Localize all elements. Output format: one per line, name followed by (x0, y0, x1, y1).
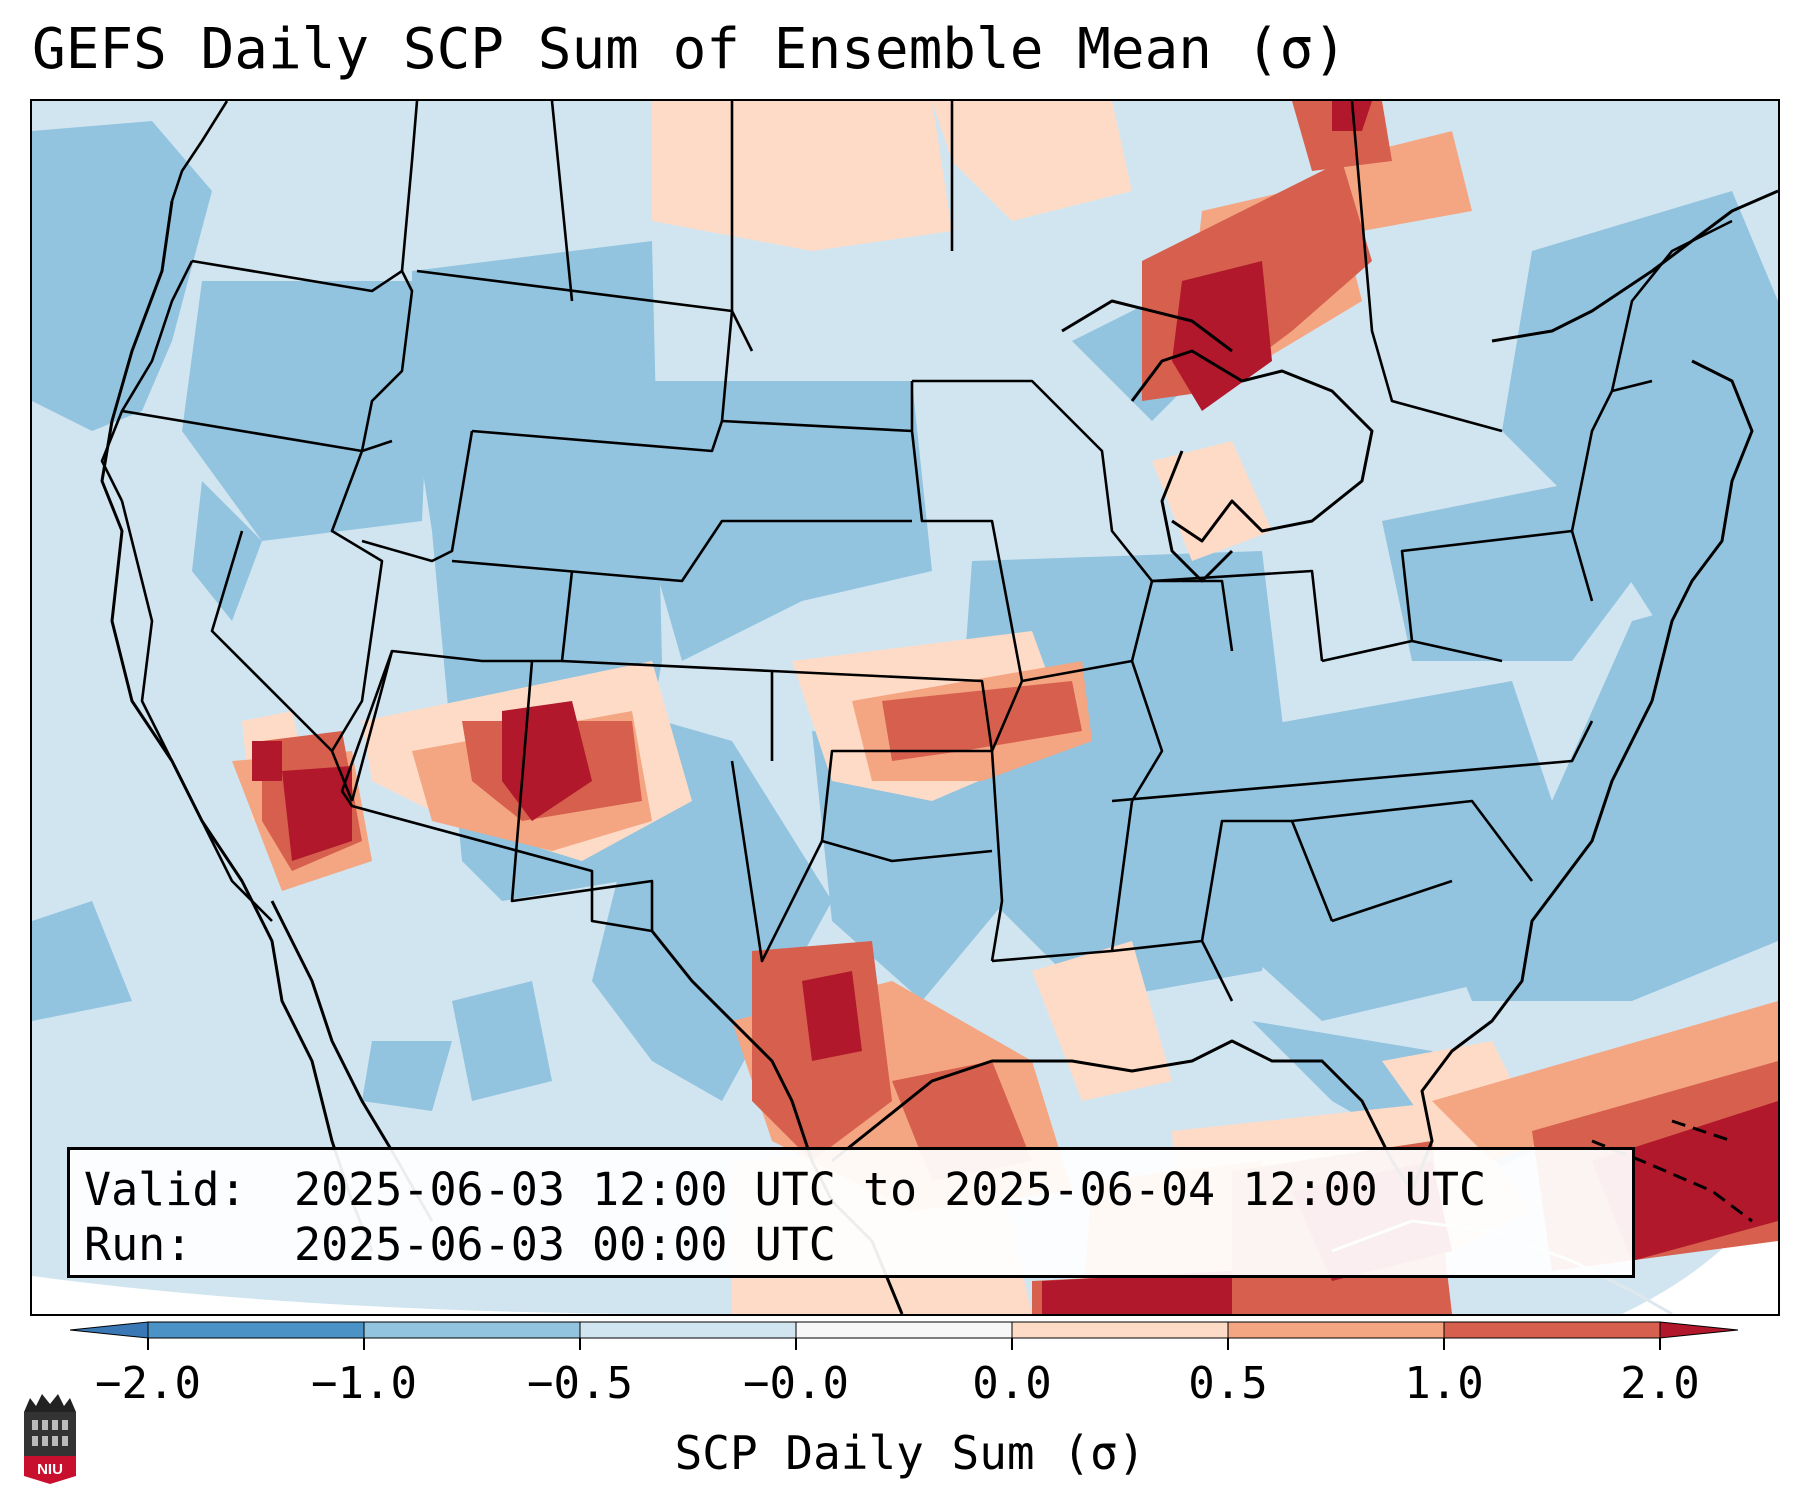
chart-title: GEFS Daily SCP Sum of Ensemble Mean (σ) (32, 17, 1347, 82)
tick-label: −0.0 (743, 1358, 849, 1409)
run-value: 2025-06-03 00:00 UTC (294, 1218, 836, 1271)
colorbar-bin (579, 1321, 797, 1339)
niu-logo: NIU (24, 1394, 76, 1484)
run-label: Run: (84, 1218, 193, 1271)
colorbar-label: SCP Daily Sum (σ) (674, 1426, 1146, 1480)
tick-label: −2.0 (95, 1358, 201, 1409)
projection-edge-right (1622, 1181, 1778, 1314)
colorbar-bin (147, 1321, 365, 1339)
colorbar-bin (1443, 1321, 1661, 1339)
tick-label: 2.0 (1620, 1358, 1700, 1409)
run-row: Run: 2025-06-03 00:00 UTC (84, 1217, 1618, 1272)
colorbar-bin (795, 1321, 1013, 1339)
projection-edge (32, 1276, 732, 1314)
coastlines (100, 189, 1778, 1314)
colorbar-bin (1011, 1321, 1229, 1339)
tick-label: 0.0 (972, 1358, 1052, 1409)
colorbar-bin (1227, 1321, 1445, 1339)
valid-value: 2025-06-03 12:00 UTC to 2025-06-04 12:00… (294, 1163, 1487, 1216)
colorbar-bin (70, 1321, 149, 1339)
valid-row: Valid: 2025-06-03 12:00 UTC to 2025-06-0… (84, 1162, 1618, 1217)
map-panel (30, 99, 1780, 1316)
valid-label: Valid: (84, 1163, 247, 1216)
colorbar (70, 1321, 1739, 1350)
colorbar-bin (363, 1321, 581, 1339)
colorbar-bin (1659, 1321, 1739, 1339)
tick-label: −0.5 (527, 1358, 633, 1409)
tick-label: 0.5 (1188, 1358, 1268, 1409)
validity-info-box: Valid: 2025-06-03 12:00 UTC to 2025-06-0… (67, 1147, 1635, 1278)
svg-text:NIU: NIU (37, 1461, 63, 1478)
tick-label: −1.0 (311, 1358, 417, 1409)
scp-map (32, 101, 1778, 1314)
tick-label: 1.0 (1404, 1358, 1484, 1409)
colorbar-segments (70, 1321, 1739, 1350)
